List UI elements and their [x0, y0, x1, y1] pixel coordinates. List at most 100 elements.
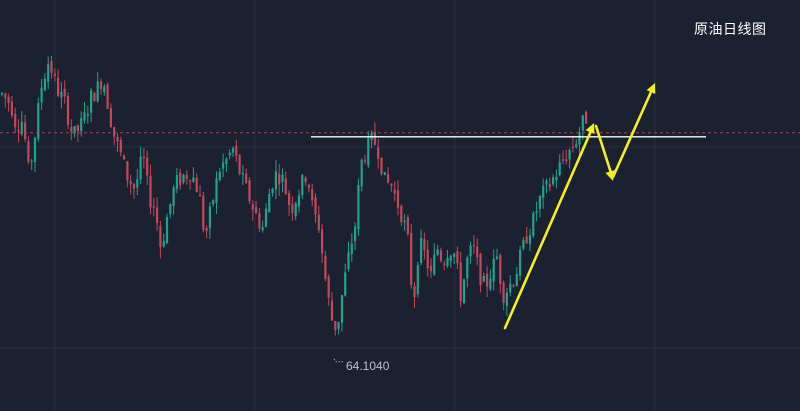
candle-body — [555, 176, 558, 181]
candle-body — [73, 126, 76, 134]
forecast-arrow-up-2 — [611, 90, 653, 179]
candle-body — [363, 160, 367, 162]
candle-body — [443, 263, 446, 265]
candle-body — [66, 95, 70, 125]
candle-body — [387, 174, 390, 183]
candle-body — [258, 213, 261, 229]
candle-body — [486, 273, 489, 287]
candle-body — [558, 162, 561, 175]
candle-body — [548, 184, 551, 187]
candle-body — [222, 162, 225, 169]
candle-body — [552, 177, 555, 185]
candle-body — [106, 84, 109, 109]
forecast-arrow-up-1 — [503, 129, 593, 330]
candle-body — [142, 156, 145, 158]
candle-body — [4, 93, 7, 98]
candle-body — [261, 227, 264, 231]
candle-body — [99, 81, 103, 90]
candle-body — [53, 73, 56, 77]
candle-body — [535, 211, 538, 213]
candle-body — [50, 61, 53, 73]
candle-body — [113, 126, 116, 137]
candle-body — [413, 285, 416, 298]
candle-body — [568, 149, 571, 160]
candle-body — [449, 255, 452, 261]
candle-body — [311, 189, 314, 201]
candle-body — [502, 282, 505, 303]
candle-body — [373, 132, 376, 145]
candles — [0, 56, 588, 336]
candle-body — [119, 139, 122, 153]
candle-body — [136, 179, 139, 188]
candle-body — [126, 161, 129, 181]
candle-body — [281, 175, 284, 182]
candle-body — [96, 81, 99, 102]
candle-body — [238, 155, 241, 174]
candle-body — [297, 195, 301, 207]
candle-body — [17, 129, 20, 132]
candle-body — [426, 249, 429, 269]
candle-body — [109, 108, 112, 127]
candle-body — [330, 300, 334, 321]
candle-body — [60, 92, 63, 98]
candle-body — [585, 111, 588, 124]
candle-body — [241, 173, 244, 175]
candle-body — [0, 93, 4, 95]
candle-body — [403, 220, 406, 223]
candle-body — [472, 245, 475, 247]
candle-body — [172, 187, 175, 207]
candle-body — [304, 177, 307, 182]
candle-body — [469, 245, 472, 257]
candle-body — [185, 174, 188, 179]
candle-body — [522, 239, 525, 249]
candle-body — [278, 173, 281, 185]
candle-body — [495, 256, 499, 259]
candle-body — [423, 239, 426, 251]
forecast-arrow-down — [594, 124, 613, 175]
candle-body — [47, 64, 50, 82]
candle-body — [360, 159, 363, 187]
candle-body — [162, 241, 165, 246]
candle-body — [492, 258, 495, 282]
candle-body — [436, 249, 439, 255]
candle-body — [354, 226, 357, 241]
candle-body — [400, 206, 403, 223]
candle-body — [380, 157, 383, 174]
candle-body — [327, 276, 330, 298]
candle-body — [274, 171, 277, 190]
candle-body — [377, 147, 380, 159]
candle-body — [123, 155, 126, 160]
candle-body — [571, 146, 574, 148]
candle-body — [357, 185, 360, 229]
candle-body — [218, 171, 221, 180]
candle-body — [340, 295, 343, 323]
candle-body — [347, 252, 350, 269]
candle-body — [251, 204, 254, 210]
candle-body — [446, 257, 449, 266]
candle-body — [231, 148, 235, 153]
candle-body — [542, 185, 545, 198]
candle-body — [301, 174, 304, 196]
candle-body — [482, 275, 485, 282]
candle-body — [476, 246, 479, 258]
candle-body — [198, 194, 202, 197]
candle-body — [40, 87, 43, 103]
arrow-head-up-1 — [585, 123, 595, 134]
candle-body — [307, 184, 310, 188]
candle-body — [80, 118, 83, 132]
candle-body — [10, 101, 13, 116]
candle-body — [367, 138, 370, 166]
candle-body — [215, 178, 218, 203]
candle-body — [561, 159, 565, 161]
candle-body — [103, 86, 106, 93]
candle-body — [245, 173, 248, 183]
candle-body — [528, 235, 532, 244]
candle-body — [152, 206, 155, 208]
candle-body — [195, 178, 198, 192]
candle-body — [512, 285, 515, 287]
candle-body — [324, 255, 327, 279]
candle-body — [116, 137, 119, 142]
candle-body — [212, 200, 215, 205]
candle-body — [255, 207, 258, 214]
